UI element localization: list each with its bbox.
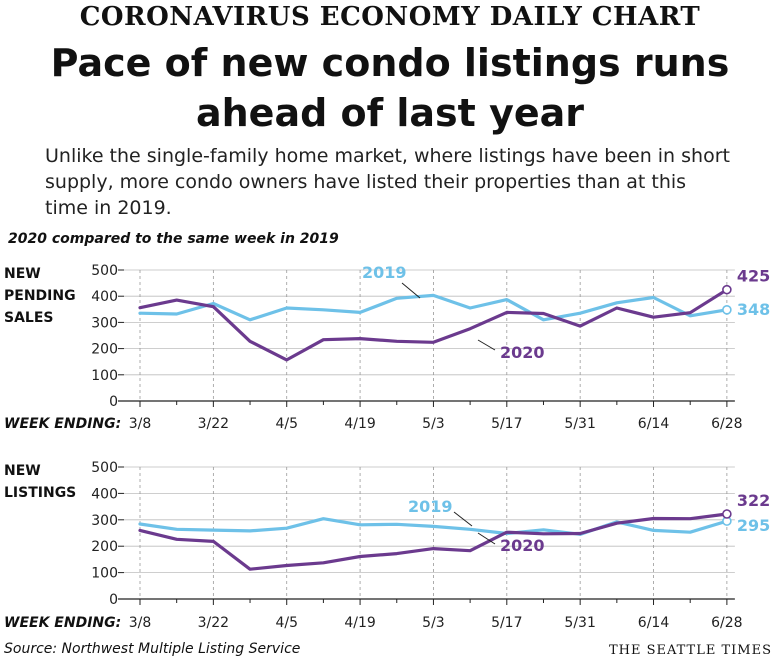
panel-label-line: LISTINGS (4, 485, 76, 501)
chart-subhead: 2020 compared to the same week in 2019 (8, 231, 339, 247)
x-tick-label: 4/5 (275, 615, 298, 631)
panel-label-line: SALES (4, 310, 54, 326)
headline-line-2: ahead of last year (195, 91, 584, 135)
x-tick-label: 4/19 (344, 615, 375, 631)
callout-leader-2020 (477, 339, 496, 351)
x-tick-label: 6/28 (711, 416, 742, 432)
headline: Pace of new condo listings runs ahead of… (0, 38, 780, 138)
x-tick-label: 3/8 (129, 416, 152, 432)
source-note: Source: Northwest Multiple Listing Servi… (4, 641, 301, 657)
end-value-label-2020: 322 (737, 491, 770, 510)
panel-label-line: PENDING (4, 288, 76, 304)
x-tick-label: 4/5 (275, 416, 298, 432)
x-tick-label: 5/31 (564, 615, 595, 631)
dek: Unlike the single-family home market, wh… (45, 145, 730, 219)
y-tick-label: 300 (91, 315, 118, 331)
x-tick-label: 5/3 (422, 416, 445, 432)
end-value-label-2019: 348 (737, 300, 770, 319)
end-marker-2020 (722, 509, 732, 519)
series-line-2019 (138, 293, 729, 322)
y-tick-label: 400 (91, 289, 118, 305)
y-tick-label: 300 (91, 513, 118, 529)
end-marker-2020 (722, 284, 732, 295)
x-tick-label: 4/19 (344, 416, 375, 432)
x-tick-label: 5/3 (422, 615, 445, 631)
y-tick-label: 200 (91, 539, 118, 555)
y-tick-label: 0 (109, 394, 118, 410)
callout-leader-2020 (477, 532, 496, 545)
series-line-2019 (138, 517, 729, 536)
x-tick-label: 5/17 (491, 416, 522, 432)
series-label-2019: 2019 (362, 263, 407, 282)
x-tick-label: 5/17 (491, 615, 522, 631)
x-tick-label: 5/31 (564, 416, 595, 432)
chart-panel-2: NEW LISTINGS 0 100 200 300 400 500 3/8 3/22 4/5 4/1… (4, 460, 770, 631)
panel-label: NEW LISTINGS (4, 463, 76, 501)
headline-line-1: Pace of new condo listings runs (50, 41, 730, 85)
x-tick-label: 6/14 (638, 615, 670, 631)
series-line-2020 (138, 512, 729, 571)
end-value-label-2019: 295 (737, 516, 770, 535)
y-tick-label: 400 (91, 486, 118, 502)
panel-label: NEW PENDING SALES (4, 266, 76, 326)
kicker: CORONAVIRUS ECONOMY DAILY CHART (79, 2, 701, 32)
panel-label-line: NEW (4, 266, 41, 282)
y-tick-label: 100 (91, 368, 118, 384)
x-tick-label: 3/8 (129, 615, 152, 631)
end-marker-2019 (722, 305, 732, 315)
callout-leader-2019 (401, 282, 421, 299)
week-ending-label: WEEK ENDING: (4, 615, 121, 631)
y-tick-label: 100 (91, 566, 118, 582)
y-tick-label: 500 (91, 460, 118, 476)
series-line-2020 (138, 288, 729, 362)
y-tick-label: 500 (91, 263, 118, 279)
charts-svg: NEW PENDING SALES 0 100 200 300 400 500 3/8 3/22 4/… (4, 263, 770, 631)
end-value-label-2020: 425 (737, 267, 770, 286)
x-tick-label: 3/22 (198, 416, 229, 432)
series-label-2020: 2020 (500, 536, 545, 555)
credit: THE SEATTLE TIMES (608, 643, 772, 658)
callout-leader-2019 (453, 511, 473, 527)
series-label-2020: 2020 (500, 343, 545, 362)
panel-label-line: NEW (4, 463, 41, 479)
series-label-2019: 2019 (408, 497, 453, 516)
y-tick-label: 0 (109, 592, 118, 608)
week-ending-label: WEEK ENDING: (4, 416, 121, 432)
x-tick-label: 3/22 (198, 615, 229, 631)
x-tick-label: 6/28 (711, 615, 742, 631)
chart-panel-1: NEW PENDING SALES 0 100 200 300 400 500 3/8 3/22 4/… (4, 263, 770, 432)
x-tick-label: 6/14 (638, 416, 670, 432)
y-tick-label: 200 (91, 342, 118, 358)
